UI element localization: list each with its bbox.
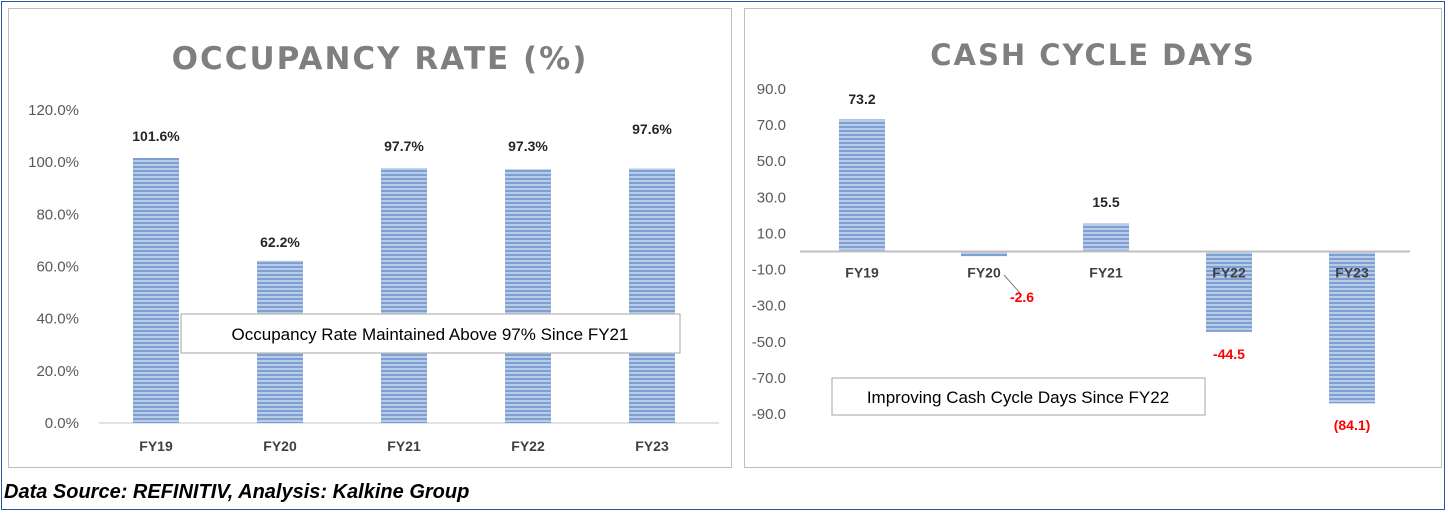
data-label: 97.6% bbox=[632, 121, 672, 137]
data-label: -44.5 bbox=[1213, 346, 1245, 362]
x-tick-label: FY20 bbox=[263, 438, 297, 454]
chart-title: OCCUPANCY RATE (%) bbox=[172, 41, 589, 77]
bar-fy21 bbox=[381, 168, 427, 423]
y-tick-label: 20.0% bbox=[36, 363, 79, 380]
data-label: 97.7% bbox=[384, 138, 424, 154]
x-tick-label: FY22 bbox=[511, 438, 545, 454]
y-tick-label: 100.0% bbox=[28, 154, 79, 171]
data-label: 62.2% bbox=[260, 234, 300, 250]
cash-cycle-chart: CASH CYCLE DAYS 90.0 70.0 50.0 30.0 10.0 -10.… bbox=[752, 38, 1410, 433]
y-tick-label: 80.0% bbox=[36, 206, 79, 223]
bar-fy20 bbox=[961, 251, 1007, 257]
y-tick-label: -30.0 bbox=[752, 298, 786, 315]
y-tick-label: 120.0% bbox=[28, 102, 79, 119]
x-tick-label: FY19 bbox=[139, 438, 173, 454]
data-source-footer: Data Source: REFINITIV, Analysis: Kalkin… bbox=[4, 481, 470, 503]
data-label: 101.6% bbox=[132, 128, 180, 144]
x-tick-label: FY21 bbox=[387, 438, 421, 454]
x-tick-label: FY22 bbox=[1212, 265, 1246, 281]
annotation-text: Improving Cash Cycle Days Since FY22 bbox=[867, 388, 1169, 407]
occupancy-rate-chart: OCCUPANCY RATE (%) 0.0% 20.0% 40.0% 60.0% 80… bbox=[28, 41, 719, 454]
bar-fy19 bbox=[133, 157, 179, 423]
bar-fy19 bbox=[839, 119, 885, 252]
data-label: 97.3% bbox=[508, 138, 548, 154]
chart-title: CASH CYCLE DAYS bbox=[930, 38, 1256, 72]
occupancy-rate-chart-panel: OCCUPANCY RATE (%) 0.0% 20.0% 40.0% 60.0% 80… bbox=[8, 8, 732, 468]
y-tick-label: -50.0 bbox=[752, 334, 786, 351]
annotation-box bbox=[831, 377, 1206, 416]
data-label: 15.5 bbox=[1092, 194, 1119, 210]
x-tick-label: FY20 bbox=[967, 265, 1001, 281]
y-tick-label: 10.0 bbox=[757, 225, 786, 242]
bar-fy23 bbox=[1329, 251, 1375, 404]
y-tick-label: 90.0 bbox=[757, 81, 786, 98]
annotation-box bbox=[180, 313, 681, 354]
bar-fy22 bbox=[505, 169, 551, 423]
y-tick-label: 30.0 bbox=[757, 189, 786, 206]
y-tick-label: -10.0 bbox=[752, 262, 786, 279]
x-tick-label: FY23 bbox=[1335, 265, 1369, 281]
y-tick-label: -70.0 bbox=[752, 370, 786, 387]
x-tick-label: FY21 bbox=[1089, 265, 1123, 281]
data-label: (84.1) bbox=[1334, 417, 1371, 433]
y-tick-label: -90.0 bbox=[752, 406, 786, 423]
data-label-leader-line bbox=[1003, 274, 1021, 294]
y-tick-label: 40.0% bbox=[36, 311, 79, 328]
y-tick-label: 0.0% bbox=[45, 415, 79, 432]
y-tick-label: 70.0 bbox=[757, 117, 786, 134]
bar-fy22 bbox=[1206, 251, 1252, 332]
cash-cycle-chart-panel: CASH CYCLE DAYS 90.0 70.0 50.0 30.0 10.0 -10.… bbox=[744, 8, 1442, 468]
bar-fy23 bbox=[629, 168, 675, 423]
data-label: 73.2 bbox=[848, 91, 875, 107]
annotation-text: Occupancy Rate Maintained Above 97% Sinc… bbox=[232, 325, 629, 344]
data-label: -2.6 bbox=[1010, 289, 1034, 305]
y-tick-label: 60.0% bbox=[36, 259, 79, 276]
y-tick-label: 50.0 bbox=[757, 153, 786, 170]
bar-fy21 bbox=[1083, 223, 1129, 252]
x-tick-label: FY19 bbox=[845, 265, 879, 281]
x-tick-label: FY23 bbox=[635, 438, 669, 454]
